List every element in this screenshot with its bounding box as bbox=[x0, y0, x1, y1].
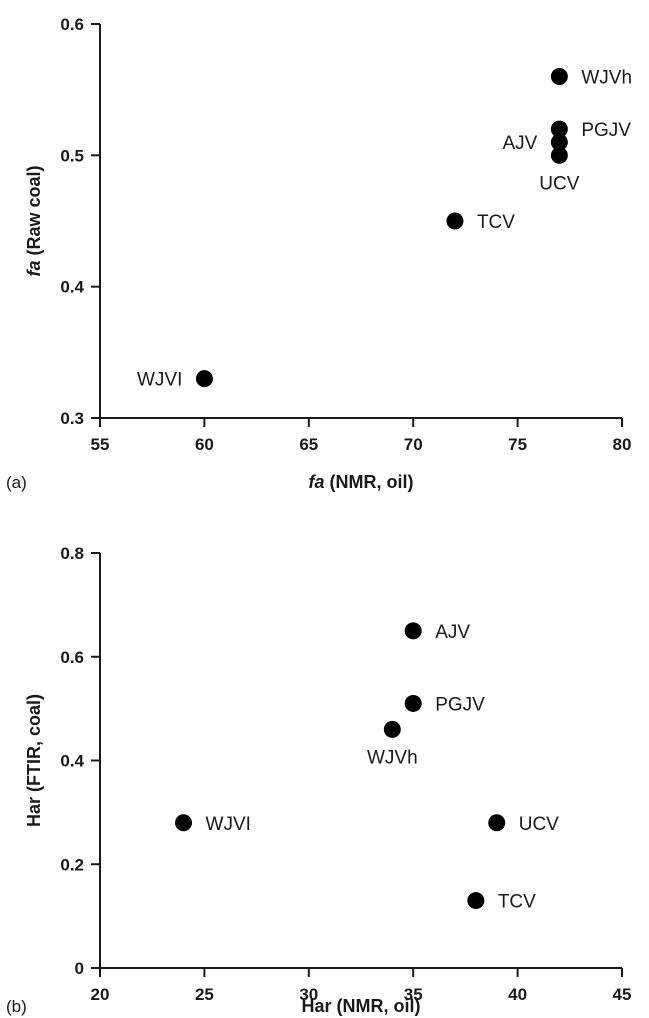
y-axis-label: fa (Raw coal) bbox=[24, 165, 44, 276]
panel-label: (b) bbox=[6, 997, 27, 1016]
x-tick-label: 55 bbox=[91, 435, 110, 454]
data-point-label: WJVI bbox=[137, 370, 182, 391]
x-axis-label: Har (NMR, oil) bbox=[302, 996, 421, 1016]
data-point-label: WJVh bbox=[581, 68, 632, 89]
data-point-label: PGJV bbox=[435, 694, 485, 715]
y-axis-label-text: Har (FTIR, coal) bbox=[24, 694, 44, 827]
chart-panel-a: 55 60 65 70 75 800.30.40.50.6fa (NMR, oil)fa … bbox=[6, 15, 632, 492]
y-tick-label: 0.2 bbox=[60, 855, 84, 874]
y-axis-label-text: (Raw coal) bbox=[24, 165, 44, 260]
x-tick-label: 70 bbox=[404, 435, 423, 454]
x-axis-label-italic: fa bbox=[309, 472, 325, 492]
y-tick-label: 0.4 bbox=[60, 752, 84, 771]
y-tick-label: 0.6 bbox=[60, 15, 84, 34]
x-axis-label-text: Har (NMR, oil) bbox=[302, 996, 421, 1016]
data-point bbox=[550, 120, 568, 138]
data-point bbox=[175, 814, 193, 832]
data-point bbox=[488, 814, 506, 832]
x-tick-label: 75 bbox=[508, 435, 527, 454]
data-point bbox=[446, 212, 464, 230]
data-point bbox=[550, 146, 568, 164]
x-tick-label: 25 bbox=[195, 985, 214, 1004]
data-point-label: TCV bbox=[477, 212, 515, 233]
x-tick-label: 40 bbox=[508, 985, 527, 1004]
data-point-label: AJV bbox=[435, 622, 470, 643]
y-axis-label-italic: fa bbox=[24, 261, 44, 277]
data-point-label: PGJV bbox=[581, 120, 631, 141]
data-point bbox=[550, 133, 568, 151]
y-tick-label: 0 bbox=[75, 959, 84, 978]
chart-panel-b: 20 25 30 35 40 45 0 0.2 0.4 0.6 0.8 Har (NMR, oil) H… bbox=[6, 544, 631, 1016]
x-axis-label-text: (NMR, oil) bbox=[325, 472, 414, 492]
data-point-label: UCV bbox=[519, 814, 559, 835]
y-tick-label: 0.8 bbox=[60, 544, 84, 563]
y-tick-label: 0.5 bbox=[60, 146, 84, 165]
data-point bbox=[404, 694, 422, 712]
y-axis-label: Har (FTIR, coal) bbox=[24, 694, 44, 827]
x-tick-label: 20 bbox=[91, 985, 110, 1004]
x-axis-label: fa (NMR, oil) bbox=[309, 472, 414, 492]
data-point bbox=[195, 370, 213, 388]
data-point-label: UCV bbox=[539, 173, 579, 194]
data-point bbox=[383, 720, 401, 738]
data-point-label: AJV bbox=[503, 133, 538, 154]
y-tick-label: 0.6 bbox=[60, 648, 84, 667]
x-tick-label: 35 bbox=[404, 985, 423, 1004]
x-tick-label: 30 bbox=[299, 985, 318, 1004]
y-tick-label: 0.3 bbox=[60, 409, 84, 428]
data-point-label: WJVh bbox=[367, 747, 418, 768]
data-point bbox=[550, 68, 568, 86]
x-tick-label: 80 bbox=[613, 435, 632, 454]
x-tick-label: 45 bbox=[613, 985, 632, 1004]
data-point bbox=[404, 622, 422, 640]
x-tick-label: 60 bbox=[195, 435, 214, 454]
panel-label: (a) bbox=[6, 473, 27, 492]
y-tick-label: 0.4 bbox=[60, 278, 84, 297]
data-point-label: TCV bbox=[498, 892, 536, 913]
x-tick-label: 65 bbox=[299, 435, 318, 454]
data-point bbox=[467, 892, 485, 910]
data-point-label: WJVI bbox=[206, 814, 251, 835]
